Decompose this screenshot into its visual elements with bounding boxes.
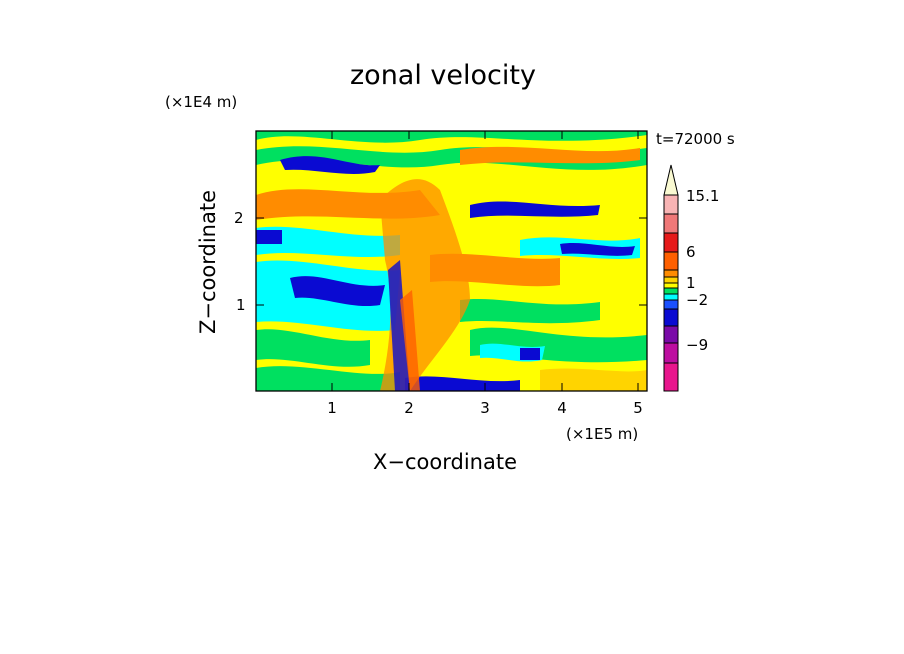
x-tick-label: 4 [557,399,567,417]
time-annotation: t=72000 s [656,130,735,148]
x-tick-marks [331,131,639,391]
x-unit-label: (×1E5 m) [566,425,639,443]
x-tick-label: 3 [480,399,490,417]
colorbar-label: 1 [686,274,696,292]
y-tick-label: 2 [234,209,244,227]
colorbar-swatch [664,277,678,283]
chart-title: zonal velocity [350,60,536,91]
x-tick-label: 5 [633,399,643,417]
colorbar-swatch [664,252,678,270]
colorbar-swatch [664,309,678,326]
x-tick-label: 2 [404,399,414,417]
colorbar-swatch [664,233,678,252]
colorbar-label: 15.1 [686,187,720,205]
colorbar-swatch [664,283,678,288]
heatmap-field [256,131,647,391]
x-axis-title: X−coordinate [373,450,517,474]
colorbar [663,164,679,392]
colorbar-swatch [664,294,678,300]
colorbar-label: −2 [686,291,709,309]
colorbar-label: −9 [686,336,709,354]
colorbar-swatch [664,300,678,309]
colorbar-swatch [664,288,678,294]
y-tick-marks [256,217,647,306]
colorbar-swatch [664,363,678,391]
colorbar-swatch [664,343,678,363]
colorbar-swatch [664,195,678,214]
colorbar-arrow [663,164,679,196]
colorbar-label: 6 [686,243,696,261]
x-tick-label: 1 [327,399,337,417]
plot-frame [255,130,648,392]
y-tick-label: 1 [236,296,246,314]
colorbar-swatch [664,214,678,233]
y-unit-label: (×1E4 m) [165,93,238,111]
colorbar-swatch [664,270,678,277]
colorbar-swatch [664,326,678,343]
